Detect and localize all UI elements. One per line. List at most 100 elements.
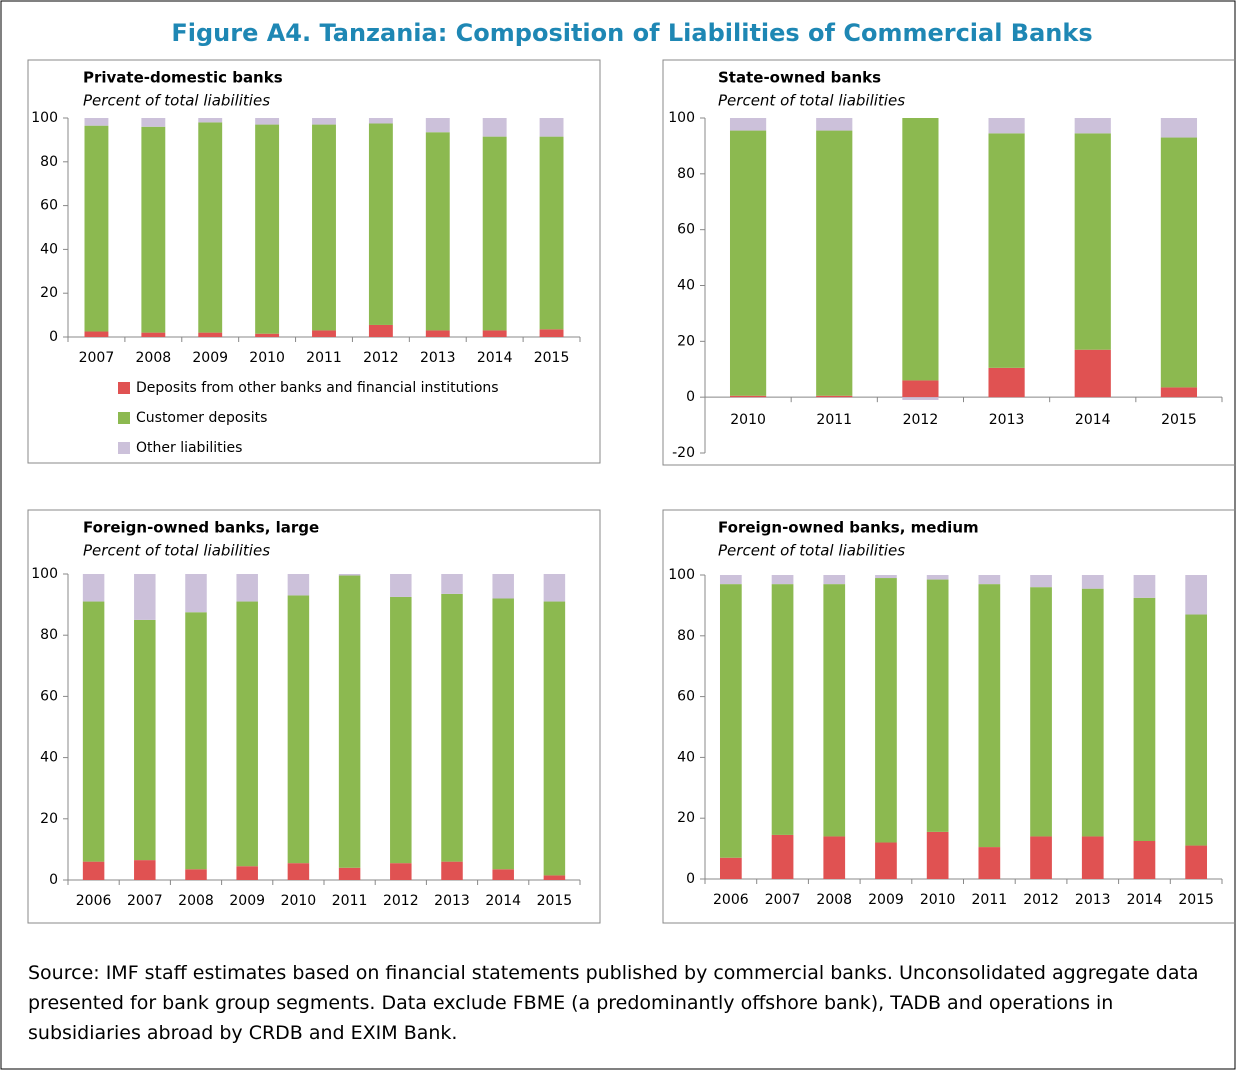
chart-title: Private-domestic banks [83,69,283,87]
bar-segment [198,332,223,337]
bar-segment [1133,841,1156,879]
y-tick-label: 100 [31,566,58,582]
x-tick-label: 2010 [281,893,317,909]
bar-segment [978,575,1001,585]
bar-segment [425,132,450,331]
y-tick-label: 40 [40,750,58,766]
bar-segment [312,330,336,337]
bar-segment [492,869,514,880]
x-tick-label: 2014 [485,893,521,909]
y-tick-label: 40 [40,241,58,257]
x-tick-label: 2013 [420,350,456,366]
panel-border [662,59,1236,466]
x-tick-label: 2010 [730,412,766,428]
x-tick-label: 2015 [537,893,573,909]
chart-title: Foreign-owned banks, medium [718,519,979,537]
legend-swatch [118,382,130,394]
bar-segment [1081,575,1104,589]
bar-segment [441,861,463,880]
bar-segment [1081,588,1104,837]
bar-segment [729,118,767,131]
bar-segment [255,118,280,125]
bar-segment [1081,836,1104,879]
bar-segment [719,584,742,858]
bar-segment [823,575,846,585]
bar-segment [1030,575,1052,588]
bar-segment [1074,118,1111,134]
bar-segment [312,124,336,331]
bar-segment [1030,587,1052,837]
bar-segment [816,118,853,131]
x-tick-label: 2007 [127,893,163,909]
bar-segment [236,866,258,880]
panel-border [27,59,601,464]
chart-subtitle: Percent of total liabilities [718,542,905,560]
x-tick-label: 2013 [1075,892,1111,908]
bar-segment [926,575,949,580]
bar-segment [338,575,361,868]
x-tick-label: 2009 [868,892,904,908]
x-tick-label: 2013 [989,412,1025,428]
bar-segment [1185,845,1208,879]
bar-segment [1185,614,1208,846]
y-tick-label: 0 [49,872,58,888]
y-tick-label: 60 [677,689,695,705]
y-tick-label: 80 [40,154,58,170]
bar-segment [198,118,223,123]
x-tick-label: 2015 [534,350,570,366]
bar-segment [902,118,939,381]
bar-segment [425,330,450,337]
bar-segment [84,125,109,332]
bar-segment [978,847,1001,879]
chart-subtitle: Percent of total liabilities [83,542,270,560]
bar-segment [1133,597,1156,841]
x-tick-label: 2006 [76,893,112,909]
x-tick-label: 2009 [192,350,228,366]
chart-subtitle: Percent of total liabilities [718,92,905,110]
bar-segment [988,118,1025,134]
panel-border [27,509,601,924]
bar-segment [729,395,767,398]
bar-segment [902,397,939,400]
bar-segment [236,601,258,867]
bar-segment [875,842,897,879]
bar-segment [729,130,767,396]
bar-segment [816,395,853,398]
bar-segment [338,867,361,880]
bar-segment [141,332,166,337]
bar-segment [338,574,361,576]
bar-segment [492,574,514,599]
bar-segment [185,574,207,613]
bar-segment [82,861,105,880]
figure-title: Figure A4. Tanzania: Composition of Liab… [171,19,1092,47]
bar-segment [141,126,166,333]
bar-segment [823,836,846,879]
y-tick-label: -20 [672,445,695,461]
legend-swatch [118,442,130,454]
x-tick-label: 2010 [249,350,285,366]
y-tick-label: 20 [40,285,58,301]
x-tick-label: 2008 [136,350,172,366]
bar-segment [141,118,166,127]
panel-border [662,509,1236,924]
bar-segment [823,584,846,837]
y-tick-label: 100 [668,110,695,126]
x-tick-label: 2012 [383,893,419,909]
x-tick-label: 2009 [229,893,265,909]
x-tick-label: 2008 [816,892,852,908]
bar-segment [82,574,105,602]
bar-segment [816,130,853,396]
y-tick-label: 80 [40,627,58,643]
x-tick-label: 2007 [765,892,801,908]
bar-segment [543,875,566,880]
x-tick-label: 2011 [306,350,342,366]
x-tick-label: 2008 [178,893,214,909]
x-tick-label: 2014 [477,350,513,366]
x-tick-label: 2011 [816,412,852,428]
y-tick-label: 0 [49,329,58,345]
x-tick-label: 2013 [434,893,470,909]
x-tick-label: 2007 [79,350,115,366]
bar-segment [543,601,566,876]
